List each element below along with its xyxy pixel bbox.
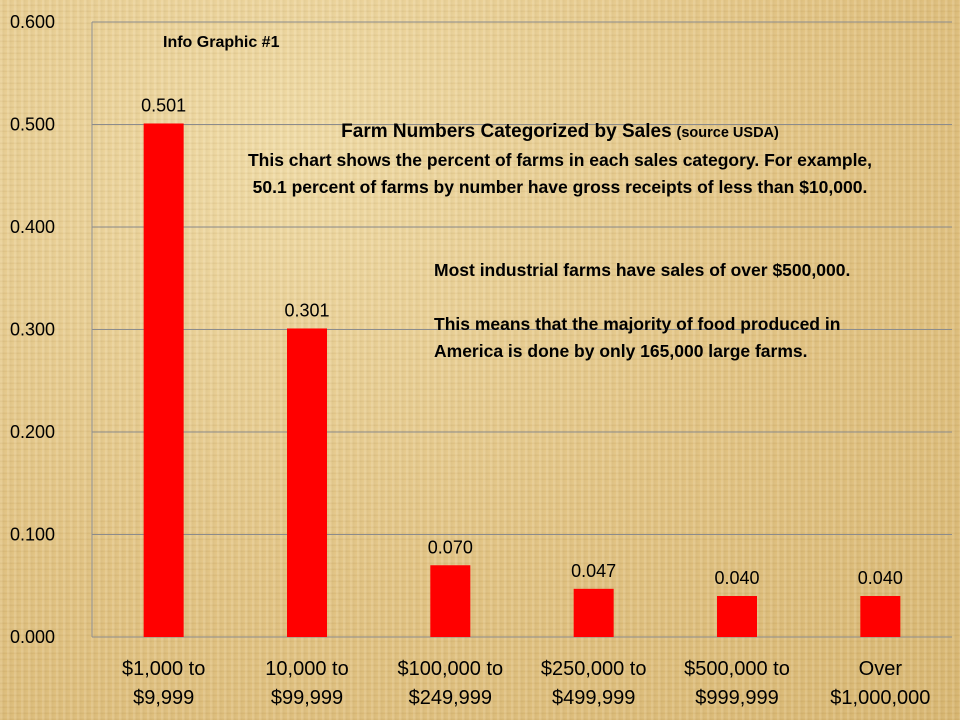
gridlines bbox=[92, 21, 952, 535]
y-tick-label: 0.500 bbox=[10, 115, 55, 135]
data-label: 0.047 bbox=[571, 561, 616, 581]
chart-description-line-2: 50.1 percent of farms by number have gro… bbox=[252, 177, 868, 197]
x-category-label: $999,999 bbox=[695, 687, 778, 709]
y-tick-label: 0.200 bbox=[10, 422, 55, 442]
source-note: (source USDA) bbox=[676, 125, 779, 141]
bar bbox=[143, 123, 184, 638]
data-label: 0.301 bbox=[284, 300, 329, 320]
side-annotation: Most industrial farms have sales of over… bbox=[434, 257, 864, 365]
x-category-label: $9,999 bbox=[133, 687, 194, 709]
x-category-label: 10,000 to bbox=[265, 658, 348, 680]
data-label: 0.501 bbox=[141, 95, 186, 115]
x-axis-category-labels: $1,000 to $9,999 10,000 to $99,999 $100,000 … bbox=[122, 658, 930, 709]
axes bbox=[91, 22, 952, 638]
bar bbox=[717, 596, 757, 637]
data-labels: 0.501 0.301 0.070 0.047 0.040 0.040 bbox=[141, 95, 903, 588]
info-graphic-label: Info Graphic #1 bbox=[163, 34, 280, 51]
bar bbox=[860, 596, 901, 637]
bar bbox=[573, 588, 614, 637]
x-category-label: Over bbox=[859, 658, 903, 680]
bars bbox=[143, 123, 901, 638]
y-tick-label: 0.600 bbox=[10, 12, 55, 32]
chart-heading: Farm Numbers Categorized by Sales (sourc… bbox=[186, 118, 934, 201]
chart-description-line-1: This chart shows the percent of farms in… bbox=[247, 150, 873, 170]
chart-title: Farm Numbers Categorized by Sales bbox=[341, 121, 672, 142]
annotation-industrial-farms: Most industrial farms have sales of over… bbox=[434, 260, 851, 280]
x-category-label: $1,000 to bbox=[122, 658, 205, 680]
x-category-label: $100,000 to bbox=[398, 658, 504, 680]
x-category-label: $99,999 bbox=[271, 687, 343, 709]
data-label: 0.070 bbox=[428, 537, 473, 557]
bar bbox=[287, 328, 327, 637]
annotation-majority-food: This means that the majority of food pro… bbox=[434, 314, 841, 361]
x-category-label: $500,000 to bbox=[684, 658, 790, 680]
x-category-label: $1,000,000 bbox=[830, 687, 930, 709]
chart-title-line: Farm Numbers Categorized by Sales (sourc… bbox=[186, 118, 934, 147]
y-tick-label: 0.400 bbox=[10, 217, 55, 237]
data-label: 0.040 bbox=[858, 568, 903, 588]
x-category-label: $249,999 bbox=[409, 687, 492, 709]
x-category-label: $250,000 to bbox=[541, 658, 647, 680]
y-tick-label: 0.300 bbox=[10, 320, 55, 340]
x-category-label: $499,999 bbox=[552, 687, 635, 709]
y-axis-tick-labels: 0.000 0.100 0.200 0.300 0.400 0.500 0.600 bbox=[10, 12, 55, 647]
y-tick-label: 0.100 bbox=[10, 525, 55, 545]
bar bbox=[430, 565, 471, 637]
y-tick-label: 0.000 bbox=[10, 627, 55, 647]
data-label: 0.040 bbox=[714, 568, 759, 588]
